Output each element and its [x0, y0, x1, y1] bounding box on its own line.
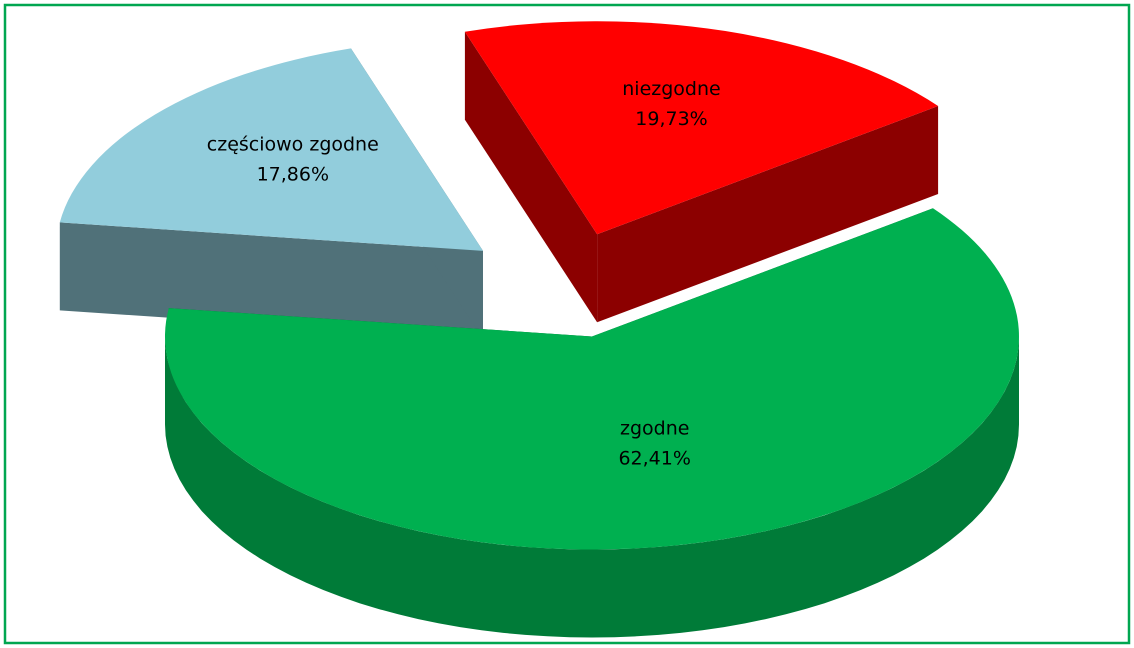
slice-value-label: 17,86% [257, 163, 329, 185]
slice-label: częściowo zgodne [207, 133, 379, 155]
slice-face [59, 222, 484, 339]
labels: niezgodne 19,73% częściowo zgodne 17,86% zgo… [207, 78, 721, 470]
slice [59, 48, 484, 251]
slice-side [165, 336, 1019, 638]
slice-face [464, 31, 598, 323]
slice [464, 21, 939, 235]
pie [59, 21, 1019, 638]
slice-label: zgodne [620, 418, 689, 440]
slice-face [597, 106, 939, 323]
slice-value-label: 19,73% [635, 108, 707, 130]
slice-label: niezgodne [622, 78, 720, 100]
slice-value-label: 62,41% [618, 448, 690, 470]
slice [164, 208, 1019, 550]
